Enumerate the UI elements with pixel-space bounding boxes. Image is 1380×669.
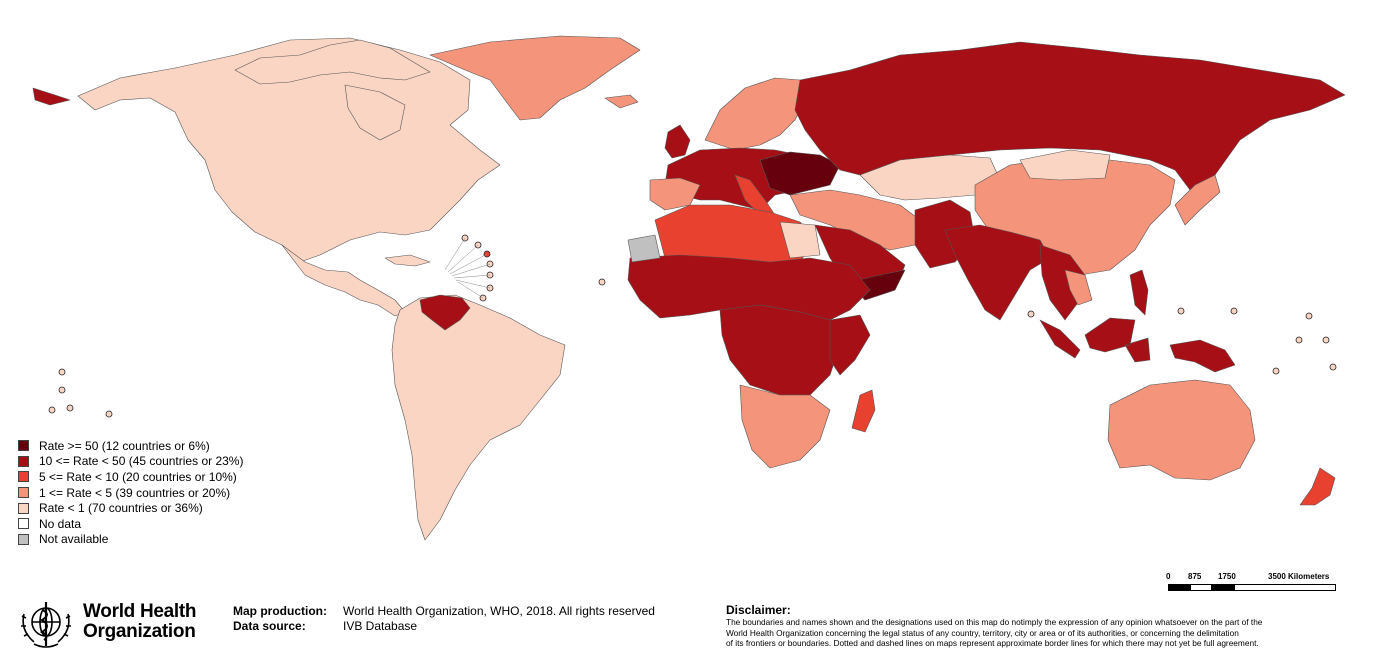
- map-credits: Map production: World Health Organization…: [233, 604, 655, 634]
- region-east-africa: [829, 314, 871, 376]
- region-india: [944, 224, 1051, 321]
- region-balkans: [759, 151, 841, 196]
- who-wordmark: World Health Organization: [83, 601, 197, 642]
- region-scandinavia: [704, 77, 806, 151]
- legend-item: 10 <= Rate < 50 (45 countries or 23%): [18, 454, 243, 470]
- region-far-east-russia-west: [32, 87, 71, 106]
- legend-swatch: [18, 440, 29, 452]
- legend-label: 10 <= Rate < 50 (45 countries or 23%): [39, 454, 244, 469]
- region-indochina: [1064, 269, 1093, 306]
- region-iceland: [604, 94, 639, 109]
- region-mongolia: [1019, 149, 1111, 181]
- region-egypt: [779, 221, 821, 259]
- disclaimer-title: Disclaimer:: [726, 603, 791, 617]
- legend-item: Rate < 1 (70 countries or 36%): [18, 500, 243, 516]
- scale-segment: [1190, 584, 1212, 591]
- region-venezuela: [419, 294, 471, 331]
- legend-item: 1 <= Rate < 5 (39 countries or 20%): [18, 485, 243, 501]
- legend-swatch: [18, 471, 29, 483]
- source-value: IVB Database: [343, 619, 418, 633]
- world-map: [32, 35, 1346, 541]
- region-uk: [664, 124, 691, 159]
- island-leader-lines: [444, 237, 491, 299]
- source-credit: Data source: IVB Database: [233, 619, 655, 634]
- scale-segment: [1168, 584, 1190, 591]
- legend-label: 5 <= Rate < 10 (20 countries or 10%): [39, 469, 237, 484]
- legend-label: Rate >= 50 (12 countries or 6%): [39, 438, 210, 453]
- region-arctic-islands: [234, 39, 431, 85]
- scale-tick-label: 0: [1166, 572, 1171, 581]
- who-emblem-icon: [21, 602, 71, 648]
- region-indonesia: [1039, 317, 1151, 363]
- legend-swatch: [18, 533, 29, 545]
- disclaimer: Disclaimer: The boundaries and names sho…: [726, 603, 1376, 649]
- region-western-sahara: [627, 234, 661, 263]
- scale-bar: 0 875 1750 3500 Kilometers: [1162, 572, 1342, 598]
- legend-label: Not available: [39, 532, 109, 547]
- region-new-zealand: [1299, 467, 1336, 506]
- region-madagascar: [851, 389, 876, 433]
- map-legend: Rate >= 50 (12 countries or 6%) 10 <= Ra…: [18, 438, 243, 547]
- legend-swatch: [18, 487, 29, 499]
- production-key: Map production:: [233, 604, 327, 618]
- scale-tick-label: 1750: [1218, 572, 1236, 581]
- disclaimer-line: of its frontiers or boundaries. Dotted a…: [726, 638, 1259, 648]
- disclaimer-line: World Health Organization concerning the…: [726, 627, 1239, 638]
- scale-tick-label: 3500 Kilometers: [1268, 572, 1330, 581]
- region-southeast-asia: [1039, 244, 1086, 321]
- legend-label: No data: [39, 516, 82, 531]
- source-key: Data source:: [233, 619, 306, 633]
- legend-swatch: [18, 455, 29, 467]
- region-southern-africa: [739, 384, 831, 469]
- region-caribbean: [384, 254, 431, 267]
- legend-swatch: [18, 502, 29, 514]
- island-markers: [48, 234, 1337, 418]
- legend-item: Not available: [18, 532, 243, 548]
- region-central-africa: [719, 304, 841, 396]
- region-papua: [1169, 339, 1236, 373]
- region-philippines: [1129, 269, 1149, 316]
- legend-label: Rate < 1 (70 countries or 36%): [39, 501, 203, 516]
- region-japan: [1174, 174, 1221, 226]
- production-credit: Map production: World Health Organization…: [233, 604, 655, 619]
- legend-swatch: [18, 518, 29, 530]
- region-south-america: [391, 294, 566, 541]
- legend-item: Rate >= 50 (12 countries or 6%): [18, 438, 243, 454]
- legend-label: 1 <= Rate < 5 (39 countries or 20%): [39, 485, 231, 500]
- scale-segment: [1212, 584, 1234, 591]
- legend-item: No data: [18, 516, 243, 532]
- region-hudson: [344, 84, 406, 141]
- region-greenland: [429, 35, 641, 121]
- who-name-line1: World Health: [83, 601, 197, 622]
- production-value: World Health Organization, WHO, 2018. Al…: [343, 604, 655, 618]
- scale-tick-label: 875: [1188, 572, 1202, 581]
- scale-segment: [1234, 584, 1336, 591]
- who-name-line2: Organization: [83, 621, 196, 642]
- disclaimer-line: The boundaries and names shown and the d…: [726, 617, 1263, 627]
- legend-item: 5 <= Rate < 10 (20 countries or 10%): [18, 469, 243, 485]
- region-australia: [1107, 379, 1256, 481]
